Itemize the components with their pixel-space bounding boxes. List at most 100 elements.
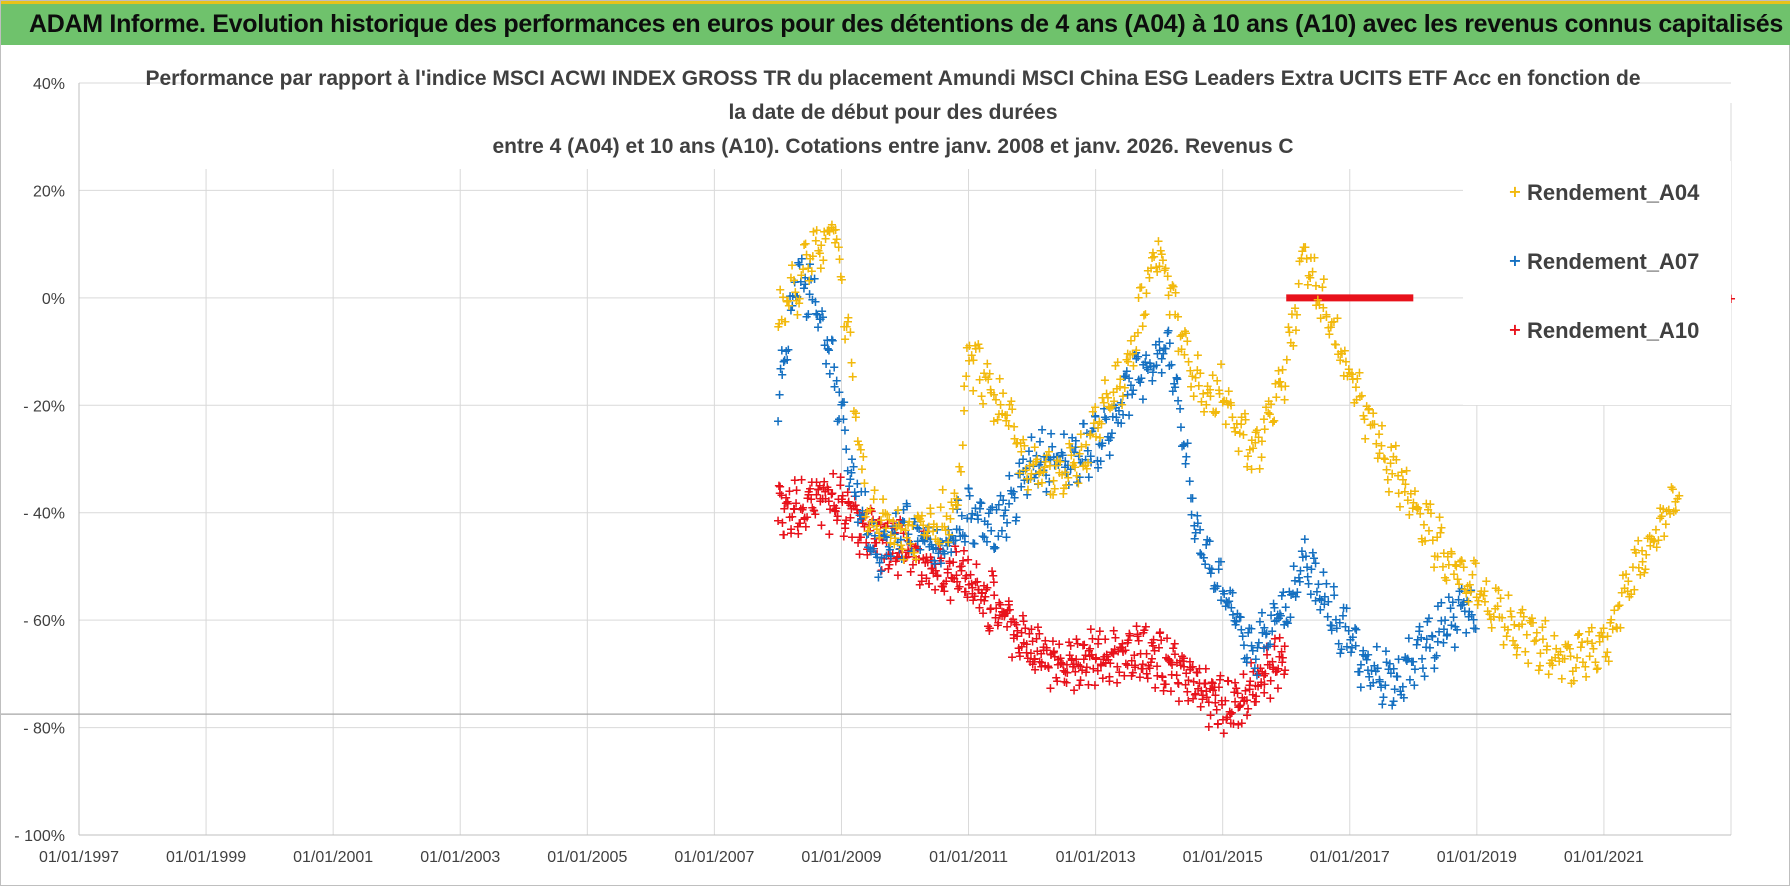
- series-point-rendement_a10: +: [887, 521, 898, 536]
- series-point-rendement_a10: +: [1200, 677, 1211, 692]
- series-point-rendement_a10: +: [776, 489, 787, 504]
- series-point-rendement_a10: +: [792, 520, 803, 535]
- series-point-rendement_a07: +: [1088, 421, 1099, 436]
- series-point-rendement_a04: +: [959, 404, 970, 419]
- series-point-rendement_a10: +: [1220, 694, 1231, 709]
- series-point-rendement_a10: +: [1187, 660, 1198, 675]
- series-point-rendement_a10: +: [1231, 682, 1242, 697]
- series-point-rendement_a04: +: [1152, 265, 1163, 280]
- series-point-rendement_a04: +: [1649, 534, 1660, 549]
- series-point-rendement_a04: +: [1087, 405, 1098, 420]
- series-point-rendement_a10: +: [1052, 674, 1063, 689]
- series-point-rendement_a07: +: [901, 497, 912, 512]
- series-point-rendement_a07: +: [1427, 630, 1438, 645]
- series-point-rendement_a10: +: [1192, 666, 1203, 681]
- series-point-rendement_a04: +: [1607, 622, 1618, 637]
- series-point-rendement_a10: +: [988, 575, 999, 590]
- series-point-rendement_a04: +: [889, 537, 900, 552]
- series-point-rendement_a04: +: [794, 296, 805, 311]
- series-point-rendement_a04: +: [1015, 436, 1026, 451]
- series-point-rendement_a04: +: [1212, 374, 1223, 389]
- series-point-rendement_a07: +: [1151, 358, 1162, 373]
- series-point-rendement_a07: +: [1358, 644, 1369, 659]
- series-point-rendement_a10: +: [1225, 708, 1236, 723]
- series-point-rendement_a10: +: [1161, 651, 1172, 666]
- series-point-rendement_a07: +: [909, 512, 920, 527]
- series-point-rendement_a07: +: [1272, 608, 1283, 623]
- series-point-rendement_a10: +: [988, 569, 999, 584]
- series-point-rendement_a07: +: [1190, 526, 1201, 541]
- series-point-rendement_a07: +: [1347, 641, 1358, 656]
- series-point-rendement_a04: +: [930, 533, 941, 548]
- series-point-rendement_a07: +: [857, 504, 868, 519]
- series-point-rendement_a07: +: [888, 519, 899, 534]
- series-point-rendement_a04: +: [1356, 389, 1367, 404]
- series-point-rendement_a04: +: [1236, 410, 1247, 425]
- series-point-rendement_a04: +: [1129, 329, 1140, 344]
- series-point-rendement_a04: +: [843, 315, 854, 330]
- series-point-rendement_a04: +: [1349, 396, 1360, 411]
- series-point-rendement_a10: +: [1021, 638, 1032, 653]
- series-point-rendement_a10: +: [870, 536, 881, 551]
- series-point-rendement_a04: +: [941, 510, 952, 525]
- series-point-rendement_a04: +: [1337, 347, 1348, 362]
- series-point-rendement_a10: +: [1031, 632, 1042, 647]
- series-point-rendement_a07: +: [1103, 430, 1114, 445]
- series-point-rendement_a07: +: [885, 549, 896, 564]
- series-point-rendement_a07: +: [1200, 558, 1211, 573]
- series-point-rendement_a04: +: [868, 493, 879, 508]
- series-point-rendement_a10: +: [1159, 677, 1170, 692]
- series-point-rendement_a04: +: [1296, 251, 1307, 266]
- series-point-rendement_a07: +: [1160, 342, 1171, 357]
- series-point-rendement_a04: +: [1040, 455, 1051, 470]
- series-point-rendement_a10: +: [974, 601, 985, 616]
- series-point-rendement_a04: +: [823, 223, 834, 238]
- series-point-rendement_a07: +: [916, 529, 927, 544]
- series-point-rendement_a07: +: [1447, 596, 1458, 611]
- series-point-rendement_a04: +: [808, 225, 819, 240]
- series-point-rendement_a04: +: [909, 546, 920, 561]
- series-point-rendement_a04: +: [830, 236, 841, 251]
- series-point-rendement_a07: +: [897, 515, 908, 530]
- series-point-rendement_a04: +: [1004, 398, 1015, 413]
- series-point-rendement_a04: +: [1162, 270, 1173, 285]
- series-point-rendement_a07: +: [1035, 456, 1046, 471]
- series-point-rendement_a10: +: [823, 495, 834, 510]
- series-point-rendement_a10: +: [960, 585, 971, 600]
- series-point-rendement_a10: +: [1251, 689, 1262, 704]
- series-point-rendement_a10: +: [784, 510, 795, 525]
- series-point-rendement_a10: +: [1066, 653, 1077, 668]
- series-point-rendement_a10: +: [1165, 684, 1176, 699]
- series-point-rendement_a10: +: [987, 565, 998, 580]
- series-point-rendement_a04: +: [1257, 435, 1268, 450]
- series-point-rendement_a07: +: [792, 290, 803, 305]
- series-point-rendement_a04: +: [1236, 417, 1247, 432]
- series-point-rendement_a04: +: [914, 512, 925, 527]
- series-point-rendement_a10: +: [1215, 673, 1226, 688]
- series-point-rendement_a10: +: [905, 565, 916, 580]
- series-point-rendement_a10: +: [981, 583, 992, 598]
- series-point-rendement_a07: +: [1154, 335, 1165, 350]
- series-point-rendement_a07: +: [1318, 565, 1329, 580]
- series-point-rendement_a04: +: [1091, 430, 1102, 445]
- series-point-rendement_a04: +: [1230, 425, 1241, 440]
- series-point-rendement_a07: +: [1319, 590, 1330, 605]
- series-point-rendement_a07: +: [1081, 427, 1092, 442]
- series-point-rendement_a07: +: [1058, 428, 1069, 443]
- series-point-rendement_a07: +: [951, 523, 962, 538]
- series-point-rendement_a04: +: [1140, 308, 1151, 323]
- series-point-rendement_a10: +: [1212, 718, 1223, 733]
- series-point-rendement_a07: +: [923, 521, 934, 536]
- series-point-rendement_a07: +: [1095, 454, 1106, 469]
- series-point-rendement_a10: +: [1117, 637, 1128, 652]
- series-point-rendement_a04: +: [791, 294, 802, 309]
- series-point-rendement_a04: +: [1112, 356, 1123, 371]
- series-point-rendement_a10: +: [1093, 633, 1104, 648]
- series-point-rendement_a04: +: [1109, 395, 1120, 410]
- series-point-rendement_a04: +: [1668, 505, 1679, 520]
- series-point-rendement_a07: +: [1140, 355, 1151, 370]
- series-point-rendement_a10: +: [1084, 649, 1095, 664]
- series-point-rendement_a04: +: [940, 523, 951, 538]
- series-point-rendement_a10: +: [803, 485, 814, 500]
- series-point-rendement_a07: +: [831, 374, 842, 389]
